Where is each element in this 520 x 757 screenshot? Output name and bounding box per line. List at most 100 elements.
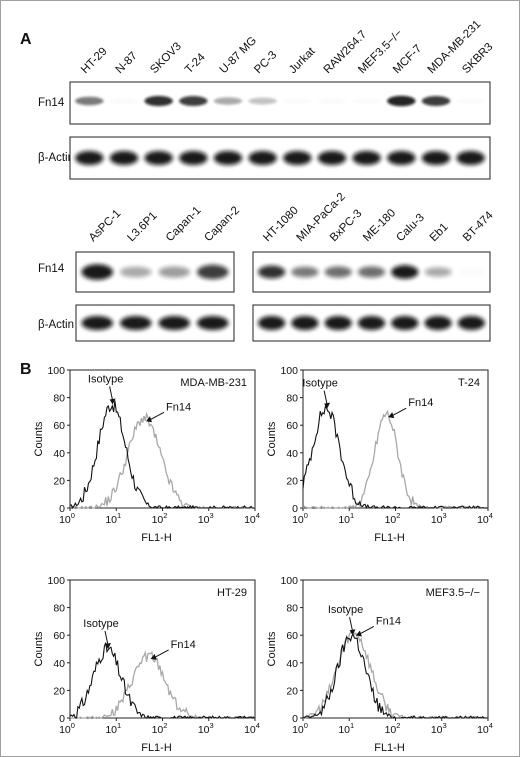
blot-band bbox=[119, 316, 152, 330]
fn14-label: Fn14 bbox=[166, 401, 191, 413]
blot-band bbox=[179, 96, 208, 106]
x-tick-base: 10 bbox=[385, 514, 397, 526]
lane-label: HT-29 bbox=[79, 45, 110, 76]
lane-label: MCF-7 bbox=[391, 43, 424, 76]
blot-band bbox=[387, 95, 416, 107]
fn14-arrowhead bbox=[388, 412, 395, 419]
x-tick-label: 103 bbox=[198, 721, 214, 736]
blot-band bbox=[248, 97, 277, 105]
x-tick-base: 10 bbox=[152, 514, 164, 526]
panel-a-letter: A bbox=[20, 31, 32, 48]
blot-band bbox=[81, 264, 114, 280]
x-axis-label: FL1-H bbox=[141, 742, 172, 754]
blot-band bbox=[158, 266, 191, 278]
x-tick-label: 101 bbox=[338, 511, 354, 526]
blot-band bbox=[110, 98, 138, 104]
x-tick-exponent: 2 bbox=[163, 511, 167, 520]
blot-band bbox=[75, 96, 104, 106]
x-tick-label: 102 bbox=[152, 721, 168, 736]
x-tick-label: 103 bbox=[431, 511, 447, 526]
y-tick-label: 0 bbox=[59, 713, 65, 725]
x-tick-base: 10 bbox=[152, 724, 164, 736]
blot-band bbox=[456, 151, 485, 165]
blot-band bbox=[424, 267, 452, 277]
isotype-label: Isotype bbox=[302, 378, 337, 390]
blot-band bbox=[257, 316, 286, 330]
bottom-right-fn14-bands bbox=[257, 265, 485, 279]
x-tick-exponent: 0 bbox=[304, 721, 308, 730]
fn14-histogram bbox=[302, 629, 488, 720]
isotype-arrowhead bbox=[105, 643, 111, 649]
x-tick-base: 10 bbox=[198, 724, 210, 736]
blot-band bbox=[391, 265, 419, 279]
x-tick-label: 104 bbox=[244, 721, 260, 736]
bottom-row-label-actin: β-Actin bbox=[38, 319, 74, 331]
y-tick-label: 20 bbox=[53, 475, 65, 487]
lane-label: U-87 MG bbox=[218, 35, 260, 77]
blot-band bbox=[213, 151, 243, 165]
plot-title: MDA-MB-231 bbox=[180, 377, 247, 389]
lane-label: Jurkat bbox=[287, 45, 318, 76]
isotype-histogram bbox=[69, 400, 255, 509]
y-tick-label: 60 bbox=[286, 420, 298, 432]
x-tick-exponent: 3 bbox=[210, 721, 214, 730]
x-tick-label: 101 bbox=[105, 721, 121, 736]
y-tick-label: 0 bbox=[59, 503, 65, 515]
lane-label: HT-1080 bbox=[261, 204, 301, 244]
x-tick-label: 100 bbox=[59, 721, 75, 736]
y-tick-label: 60 bbox=[286, 630, 298, 642]
plot-title: HT-29 bbox=[217, 587, 247, 599]
y-axis-label: Counts bbox=[33, 421, 45, 456]
lane-label: Calu-3 bbox=[394, 212, 426, 244]
blot-band bbox=[387, 151, 416, 165]
x-tick-exponent: 2 bbox=[163, 721, 167, 730]
x-tick-label: 100 bbox=[292, 721, 308, 736]
fn14-arrow bbox=[391, 407, 407, 417]
y-tick-label: 40 bbox=[53, 658, 65, 670]
y-tick-label: 100 bbox=[280, 575, 298, 587]
y-tick-label: 0 bbox=[292, 503, 298, 515]
x-tick-base: 10 bbox=[477, 514, 489, 526]
isotype-arrow bbox=[104, 630, 109, 646]
x-tick-base: 10 bbox=[59, 514, 71, 526]
blot-band bbox=[283, 98, 311, 104]
x-tick-label: 104 bbox=[477, 511, 493, 526]
blot-band bbox=[324, 316, 352, 330]
lane-label: Capan-1 bbox=[164, 204, 204, 244]
x-tick-exponent: 4 bbox=[489, 721, 493, 730]
x-tick-exponent: 1 bbox=[350, 511, 354, 520]
panel-b-letter: B bbox=[20, 361, 32, 378]
x-tick-exponent: 4 bbox=[256, 511, 260, 520]
plot-title: MEF3.5−/− bbox=[426, 587, 480, 599]
blot-band bbox=[196, 264, 229, 280]
top-fn14-bands bbox=[75, 95, 451, 107]
isotype-histogram bbox=[302, 403, 488, 510]
blot-band bbox=[458, 269, 485, 276]
fn14-arrow bbox=[358, 625, 375, 635]
isotype-arrowhead bbox=[324, 402, 331, 409]
y-tick-label: 100 bbox=[280, 365, 298, 377]
blot-band bbox=[291, 316, 319, 330]
lane-label: Eb1 bbox=[428, 221, 451, 244]
blot-band bbox=[318, 98, 346, 104]
x-tick-exponent: 1 bbox=[117, 511, 121, 520]
isotype-histogram bbox=[69, 642, 256, 719]
blot-band bbox=[357, 266, 386, 278]
blot-band bbox=[144, 151, 173, 165]
y-tick-label: 40 bbox=[53, 448, 65, 460]
isotype-arrowhead bbox=[349, 629, 356, 636]
x-tick-label: 100 bbox=[292, 511, 308, 526]
y-tick-label: 0 bbox=[292, 713, 298, 725]
x-tick-base: 10 bbox=[385, 724, 397, 736]
isotype-arrow bbox=[109, 386, 114, 401]
lane-label: AsPC-1 bbox=[87, 208, 124, 245]
x-tick-base: 10 bbox=[338, 514, 350, 526]
blot-band bbox=[457, 316, 486, 330]
isotype-label: Isotype bbox=[328, 604, 363, 616]
blot-band bbox=[158, 316, 191, 330]
y-axis-label: Counts bbox=[266, 421, 278, 456]
